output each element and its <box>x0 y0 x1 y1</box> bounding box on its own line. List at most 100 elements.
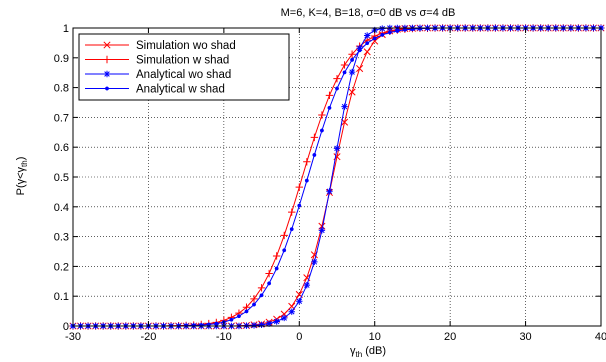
dot-marker <box>297 203 302 208</box>
x-tick-label: 30 <box>519 331 531 343</box>
legend-item: Analytical wo shad <box>85 69 231 81</box>
y-tick-label: 0.3 <box>54 232 69 244</box>
x-marker <box>356 64 364 73</box>
chart-title: M=6, K=4, B=18, σ=0 dB vs σ=4 dB <box>281 7 456 19</box>
legend-item: Analytical w shad <box>85 84 225 96</box>
plus-marker <box>265 269 273 278</box>
y-axis-label-prefix: P(γ<γ <box>15 166 27 195</box>
y-axis-label: P(γ<γth) <box>15 157 29 196</box>
star-marker <box>303 281 311 289</box>
x-axis-label-suffix: (dB) <box>362 345 386 357</box>
star-marker <box>288 308 295 315</box>
x-marker <box>363 48 371 56</box>
star-marker <box>281 314 288 322</box>
dot-marker <box>289 227 294 232</box>
dot-marker <box>387 30 392 35</box>
plus-marker <box>348 50 356 58</box>
y-tick-label: 0.2 <box>54 261 69 273</box>
star-marker <box>333 145 341 152</box>
legend-label: Analytical w shad <box>136 84 225 96</box>
plus-marker <box>310 133 319 142</box>
y-tick-label: 0.7 <box>54 112 69 124</box>
legend-label: Simulation wo shad <box>136 40 236 52</box>
x-axis-label-base: γ <box>350 345 356 357</box>
dot-marker <box>236 314 241 319</box>
dot-marker <box>214 321 219 326</box>
star-marker <box>296 298 303 305</box>
dot-marker <box>395 29 400 33</box>
dot-marker <box>259 293 264 298</box>
plus-marker <box>288 208 296 216</box>
dot-marker <box>312 152 317 157</box>
dot-marker <box>244 309 249 314</box>
dot-marker <box>252 302 256 307</box>
star-marker <box>348 68 356 76</box>
dot-marker <box>319 128 324 133</box>
star-marker <box>318 227 326 234</box>
star-marker <box>326 188 333 195</box>
dot-marker <box>380 32 385 37</box>
y-tick-label: 0.4 <box>54 202 69 214</box>
x-tick-label: 20 <box>444 331 456 343</box>
x-axis-label: γth (dB) <box>350 345 386 359</box>
x-marker <box>348 88 356 96</box>
legend-item: Simulation wo shad <box>85 40 236 52</box>
star-marker <box>103 70 111 78</box>
plus-marker <box>325 91 334 100</box>
dot-marker <box>357 48 362 53</box>
x-tick-label: -20 <box>140 331 156 343</box>
y-tick-label: 0.8 <box>54 83 69 95</box>
dot-marker <box>267 281 272 286</box>
star-marker <box>250 322 258 329</box>
star-marker <box>356 45 363 52</box>
x-tick-label: -30 <box>65 331 81 343</box>
x-axis-label-sub: th <box>355 350 362 359</box>
y-tick-label: 0.6 <box>54 142 69 154</box>
plus-marker <box>272 252 281 260</box>
plus-marker <box>318 111 326 119</box>
dot-marker <box>372 36 377 41</box>
dot-marker <box>327 105 332 110</box>
dot-marker <box>335 86 339 91</box>
x-tick-label: 0 <box>296 331 302 343</box>
y-tick-label: 0.5 <box>54 172 69 184</box>
dot-marker <box>342 70 347 75</box>
x-tick-label: 40 <box>595 331 606 343</box>
x-tick-label: -10 <box>216 331 232 343</box>
x-tick-label: 10 <box>369 331 381 343</box>
ticks: -30 -20 -10 0 10 20 30 40 0 0.1 0.2 0.3 0.4 0.5 0.6 0.7… <box>54 23 606 343</box>
star-marker <box>379 25 386 32</box>
plus-marker <box>280 231 288 240</box>
dot-marker <box>274 266 279 271</box>
legend-items: Simulation wo shad Simulation w shad Analy… <box>85 40 236 96</box>
y-axis-label-suffix: ) <box>15 157 27 161</box>
dot-marker <box>105 86 109 91</box>
y-tick-label: 0.1 <box>54 291 69 303</box>
plus-marker <box>295 183 303 191</box>
y-tick-label: 0 <box>63 321 69 333</box>
x-marker <box>371 37 379 45</box>
dot-marker <box>365 41 370 46</box>
legend-label: Analytical wo shad <box>136 69 231 81</box>
star-marker <box>363 32 371 39</box>
legend-item: Simulation w shad <box>85 55 229 67</box>
dot-marker <box>418 26 422 31</box>
y-tick-label: 1 <box>63 23 69 35</box>
dot-marker <box>304 178 309 183</box>
plus-marker <box>340 61 349 69</box>
dot-marker <box>350 57 355 62</box>
plus-marker <box>250 295 258 303</box>
star-marker <box>341 103 348 110</box>
plus-marker <box>333 74 341 83</box>
star-marker <box>258 321 265 329</box>
x-marker <box>103 41 111 49</box>
plus-marker <box>103 55 111 64</box>
star-marker <box>273 318 280 325</box>
y-tick-label: 0.9 <box>54 53 69 65</box>
dot-marker <box>229 317 234 322</box>
plus-marker <box>257 284 266 292</box>
star-marker <box>311 258 318 266</box>
star-marker <box>265 320 273 327</box>
